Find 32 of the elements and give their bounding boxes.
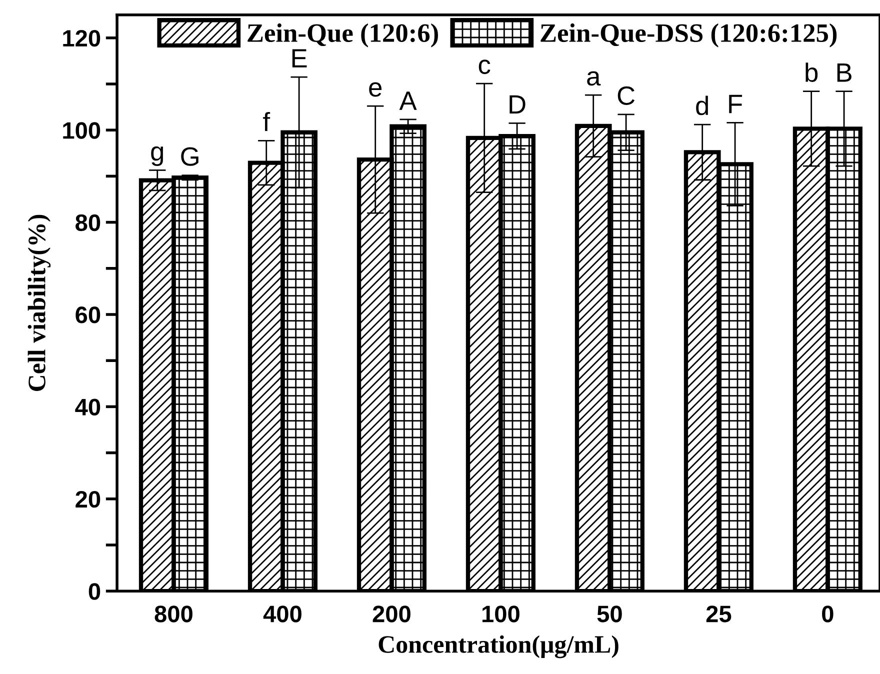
data-label: D: [510, 95, 526, 114]
y-tick-label: 20: [76, 490, 100, 508]
data-label: d: [696, 96, 708, 116]
data-label: G: [181, 147, 198, 166]
x-tick-label: 200: [372, 606, 410, 622]
x-tick-label: 0: [822, 606, 834, 622]
x-axis-title: Concentration(μg/mL): [378, 635, 618, 658]
y-tick-label: 0: [88, 583, 100, 600]
x-tick-label: 400: [263, 606, 302, 622]
y-tick-label: 100: [63, 122, 100, 139]
data-label: c: [478, 60, 490, 74]
data-label: C: [618, 86, 635, 106]
y-tick-label: 60: [76, 306, 100, 324]
data-label: F: [729, 94, 742, 114]
data-label: E: [292, 49, 307, 68]
data-label: b: [806, 62, 818, 82]
y-axis-title: Cell viability(%): [28, 214, 51, 391]
data-label: a: [587, 71, 601, 86]
y-tick-label: 40: [75, 398, 100, 416]
y-tick-label: 120: [63, 30, 100, 47]
x-tick-label: 25: [706, 606, 732, 622]
y-tick-label: 80: [76, 214, 100, 232]
legend-label: Zein-Que (120:6): [248, 23, 438, 48]
legend-label: Zein-Que-DSS (120:6:125): [540, 23, 837, 48]
data-label: A: [399, 92, 417, 110]
data-label: B: [837, 64, 852, 82]
x-tick-label: 50: [597, 606, 622, 622]
data-label: f: [263, 112, 270, 132]
x-tick-label: 100: [482, 606, 520, 622]
data-label: e: [369, 82, 382, 97]
data-label: g: [151, 146, 164, 166]
x-tick-label: 800: [154, 606, 192, 622]
